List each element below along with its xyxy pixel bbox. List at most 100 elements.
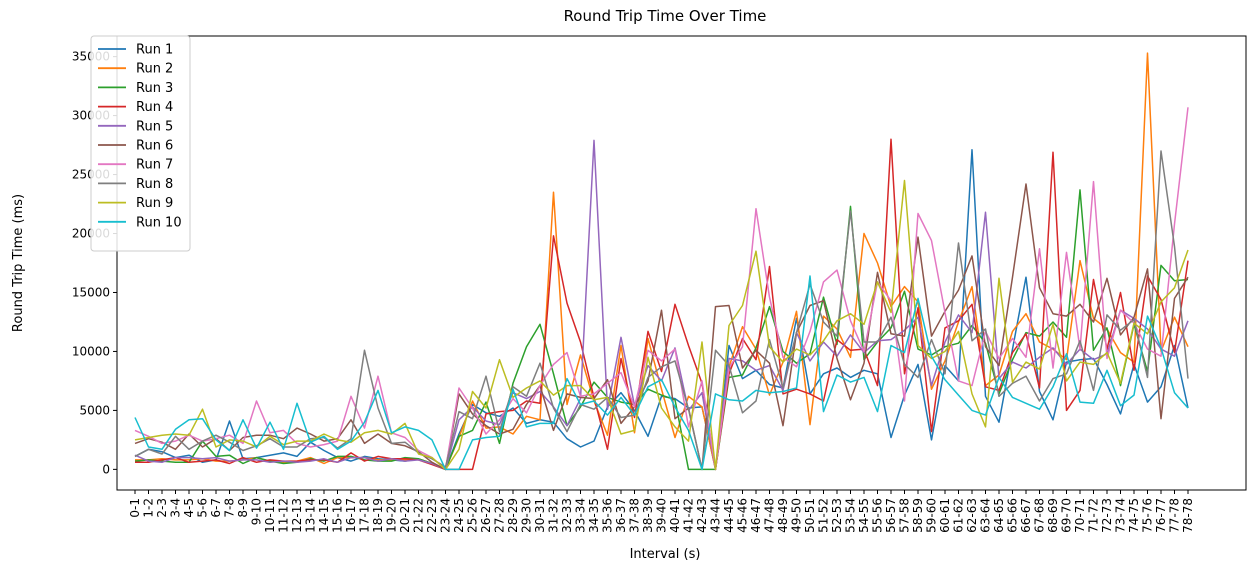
x-tick-label: 51-52	[817, 498, 831, 533]
x-tick-label: 41-42	[682, 498, 696, 533]
x-tick-label: 76-77	[1154, 498, 1168, 533]
x-tick-label: 30-31	[533, 498, 547, 533]
series-line-run-3	[134, 189, 1189, 471]
x-tick-label: 68-69	[1046, 498, 1060, 533]
x-tick-label: 19-20	[385, 498, 399, 533]
x-tick-label: 9-10	[250, 498, 264, 525]
y-tick-label: 0	[102, 462, 110, 476]
series-line-run-2	[135, 52, 1189, 471]
x-tick-label: 31-32	[547, 498, 561, 533]
x-tick-label: 78-78	[1181, 498, 1195, 533]
legend-label-run-5: Run 5	[136, 119, 173, 134]
x-tick-label: 67-68	[1033, 498, 1047, 533]
x-tick-label: 12-13	[290, 498, 304, 533]
x-tick-label: 21-22	[412, 498, 426, 533]
x-tick-label: 58-59	[911, 498, 925, 533]
x-tick-label: 2-3	[155, 498, 169, 518]
x-tick-label: 55-56	[871, 498, 885, 533]
x-tick-label: 24-25	[452, 498, 466, 533]
x-tick-label: 71-72	[1087, 498, 1101, 533]
x-tick-label: 37-38	[628, 498, 642, 533]
series-line-run-7	[134, 107, 1189, 471]
x-tick-label: 61-62	[952, 498, 966, 533]
x-tick-label: 66-67	[1019, 498, 1033, 533]
x-tick-label: 15-16	[331, 498, 345, 533]
x-tick-label: 70-71	[1073, 498, 1087, 533]
x-tick-label: 49-50	[790, 498, 804, 533]
x-tick-label: 34-35	[587, 498, 601, 533]
x-tick-label: 46-47	[749, 498, 763, 533]
legend-label-run-3: Run 3	[136, 81, 173, 96]
x-tick-label: 54-55	[857, 498, 871, 533]
x-tick-label: 36-37	[614, 498, 628, 533]
legend-label-run-7: Run 7	[136, 158, 173, 173]
x-tick-label: 33-34	[574, 498, 588, 533]
series-group	[134, 52, 1189, 471]
x-tick-label: 0-1	[128, 498, 142, 518]
x-tick-label: 75-76	[1141, 498, 1155, 533]
x-tick-label: 25-26	[466, 498, 480, 533]
x-tick-label: 56-57	[884, 498, 898, 533]
x-tick-label: 77-78	[1168, 498, 1182, 533]
x-tick-label: 40-41	[668, 498, 682, 533]
x-tick-label: 50-51	[803, 498, 817, 533]
x-tick-label: 7-8	[223, 498, 237, 518]
x-tick-label: 32-33	[560, 498, 574, 533]
x-tick-label: 72-73	[1100, 498, 1114, 533]
x-tick-label: 39-40	[655, 498, 669, 533]
legend-label-run-2: Run 2	[136, 62, 173, 77]
x-tick-label: 11-12	[277, 498, 291, 533]
plot-frame	[116, 35, 1247, 491]
x-axis-title: Interval (s)	[630, 547, 701, 562]
legend-label-run-9: Run 9	[136, 196, 173, 211]
x-tick-label: 16-17	[344, 498, 358, 533]
x-tick-label: 38-39	[641, 498, 655, 533]
x-tick-label: 44-45	[722, 498, 736, 533]
x-tick-label: 20-21	[398, 498, 412, 533]
x-tick-label: 26-27	[479, 498, 493, 533]
legend-box	[90, 35, 191, 252]
x-tick-label: 59-60	[925, 498, 939, 533]
legend-label-run-6: Run 6	[136, 139, 173, 154]
x-tick-label: 64-65	[992, 498, 1006, 533]
x-tick-label: 35-36	[601, 498, 615, 533]
y-axis-title: Round Trip Time (ms)	[11, 194, 26, 332]
x-tick-label: 27-28	[493, 498, 507, 533]
x-tick-label: 6-7	[209, 498, 223, 518]
x-tick-label: 22-23	[425, 498, 439, 533]
y-tick-label: 10000	[72, 344, 110, 358]
x-tick-label: 3-4	[169, 498, 183, 518]
x-tick-label: 14-15	[317, 498, 331, 533]
x-tick-label: 1-2	[142, 498, 156, 518]
x-tick-label: 8-9	[236, 498, 250, 518]
series-line-run-4	[135, 138, 1189, 471]
x-tick-label: 4-5	[182, 498, 196, 518]
x-axis: 0-1 1-2 2-3 3-4 4-5 5-6 6-7 7-8 8-9 9-10 10-11 11-1…	[128, 490, 1195, 533]
x-tick-label: 42-43	[695, 498, 709, 533]
x-tick-label: 69-70	[1060, 498, 1074, 533]
x-tick-label: 29-30	[520, 498, 534, 533]
x-tick-label: 52-53	[830, 498, 844, 533]
x-tick-label: 73-74	[1114, 498, 1128, 533]
series-line-run-6	[134, 183, 1189, 471]
x-tick-label: 23-24	[439, 498, 453, 533]
x-tick-label: 17-18	[358, 498, 372, 533]
legend: Run 1 Run 2 Run 3 Run 4 Run 5 Run 6 Run 7 Run 8…	[90, 35, 191, 252]
x-tick-label: 13-14	[304, 498, 318, 533]
legend-label-run-4: Run 4	[136, 100, 173, 115]
chart-title: Round Trip Time Over Time	[564, 7, 767, 25]
x-tick-label: 62-63	[965, 498, 979, 533]
y-tick-label: 5000	[79, 403, 110, 417]
legend-label-run-10: Run 10	[136, 215, 182, 230]
x-tick-label: 18-19	[371, 498, 385, 533]
series-line-run-10	[134, 275, 1189, 471]
x-tick-label: 57-58	[898, 498, 912, 533]
x-tick-label: 63-64	[979, 498, 993, 533]
series-line-run-8	[134, 150, 1189, 471]
x-tick-label: 74-75	[1127, 498, 1141, 533]
plot-area	[116, 35, 1247, 491]
x-tick-label: 60-61	[938, 498, 952, 533]
x-tick-label: 45-46	[736, 498, 750, 533]
